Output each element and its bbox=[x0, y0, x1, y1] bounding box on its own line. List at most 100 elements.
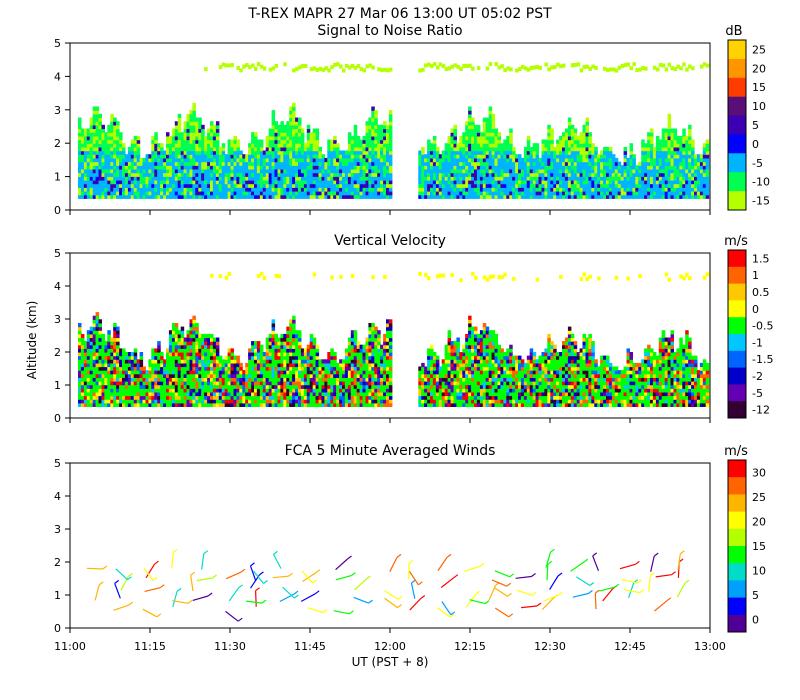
heat-cell bbox=[78, 355, 82, 360]
heat-cell bbox=[78, 373, 82, 378]
heat-cell bbox=[468, 106, 472, 111]
heat-cell bbox=[479, 139, 484, 144]
heat-cell bbox=[116, 391, 120, 397]
heat-cell bbox=[567, 121, 572, 126]
heat-cell bbox=[295, 157, 299, 163]
heat-cell bbox=[92, 139, 97, 144]
heat-cell bbox=[271, 110, 276, 115]
heat-cell bbox=[265, 348, 270, 353]
heat-cell bbox=[585, 157, 589, 163]
heat-cell bbox=[95, 333, 100, 339]
heat-cell bbox=[570, 194, 575, 199]
heat-cell bbox=[512, 168, 516, 174]
heat-cell bbox=[116, 370, 120, 375]
heat-cell bbox=[92, 165, 97, 170]
heat-cell bbox=[459, 154, 463, 159]
heat-cell bbox=[512, 146, 516, 152]
heat-cell bbox=[204, 135, 208, 141]
heat-cell bbox=[450, 146, 454, 152]
heat-cell bbox=[189, 388, 193, 393]
heat-cell bbox=[600, 154, 604, 159]
heat-cell bbox=[699, 168, 704, 174]
heat-cell bbox=[163, 377, 167, 382]
heat-cell bbox=[207, 402, 211, 407]
heat-cell bbox=[388, 172, 393, 177]
heat-cell bbox=[207, 373, 211, 378]
heat-cell bbox=[180, 388, 185, 393]
heat-cell bbox=[474, 194, 478, 199]
heat-cell bbox=[119, 157, 123, 163]
heat-cell bbox=[371, 154, 375, 159]
heat-cell bbox=[476, 179, 481, 185]
heat-cell bbox=[696, 154, 701, 159]
heat-cell bbox=[186, 143, 190, 148]
heat-cell bbox=[336, 176, 340, 181]
heat-cell bbox=[212, 150, 217, 155]
heat-cell bbox=[177, 187, 182, 192]
heat-cell bbox=[606, 179, 610, 185]
heat-cell bbox=[652, 172, 657, 177]
heat-cell bbox=[562, 165, 566, 170]
heat-cell bbox=[644, 157, 648, 163]
heat-cell bbox=[89, 388, 94, 393]
heat-cell bbox=[215, 172, 220, 177]
heat-cell bbox=[259, 161, 264, 166]
heat-cell bbox=[427, 143, 431, 148]
heat-cell bbox=[289, 191, 293, 196]
heat-cell bbox=[163, 366, 167, 371]
heat-cell bbox=[204, 154, 208, 159]
heat-cell bbox=[696, 191, 701, 196]
heat-cell bbox=[418, 183, 422, 188]
heat-cell bbox=[157, 344, 161, 349]
heat-cell bbox=[277, 391, 281, 397]
heat-cell bbox=[479, 183, 484, 188]
heat-cell bbox=[198, 381, 202, 386]
heat-cell bbox=[702, 165, 707, 170]
upper-layer-cell bbox=[608, 67, 613, 72]
heat-cell bbox=[148, 391, 152, 397]
heat-cell bbox=[564, 191, 569, 196]
upper-layer-cell bbox=[494, 62, 498, 67]
heat-cell bbox=[465, 161, 469, 166]
heat-cell bbox=[256, 139, 261, 144]
heat-cell bbox=[518, 172, 522, 177]
heat-cell bbox=[186, 341, 190, 346]
heat-cell bbox=[151, 352, 155, 357]
heat-cell bbox=[658, 146, 663, 152]
heat-cell bbox=[204, 377, 208, 382]
heat-cell bbox=[529, 179, 534, 185]
heat-cell bbox=[248, 352, 252, 357]
heat-cell bbox=[274, 348, 278, 353]
heat-cell bbox=[98, 384, 102, 389]
heat-cell bbox=[227, 157, 232, 163]
heat-cell bbox=[559, 168, 563, 174]
heat-cell bbox=[347, 143, 352, 148]
heat-cell bbox=[579, 172, 584, 177]
heat-cell bbox=[620, 194, 625, 199]
heat-cell bbox=[623, 165, 628, 170]
heat-cell bbox=[180, 150, 185, 155]
upper-layer-cell bbox=[573, 62, 578, 67]
heat-cell bbox=[509, 150, 513, 155]
heat-cell bbox=[157, 377, 161, 382]
heat-cell bbox=[374, 113, 378, 119]
heat-cell bbox=[295, 117, 299, 122]
heat-cell bbox=[265, 337, 270, 342]
heat-cell bbox=[371, 106, 375, 111]
heat-cell bbox=[215, 344, 220, 349]
heat-cell bbox=[591, 187, 595, 192]
heat-cell bbox=[312, 194, 317, 199]
heat-cell bbox=[453, 194, 457, 199]
heat-cell bbox=[171, 135, 176, 141]
heat-cell bbox=[321, 183, 325, 188]
heat-cell bbox=[113, 395, 117, 400]
heat-cell bbox=[582, 143, 586, 148]
heat-cell bbox=[650, 139, 654, 144]
upper-layer-cell bbox=[682, 62, 686, 67]
heat-cell bbox=[336, 150, 340, 155]
heat-cell bbox=[248, 157, 252, 163]
heat-cell bbox=[201, 124, 205, 130]
upper-layer-cell bbox=[427, 62, 431, 67]
heat-cell bbox=[286, 187, 290, 192]
upper-layer-cell bbox=[579, 68, 584, 73]
